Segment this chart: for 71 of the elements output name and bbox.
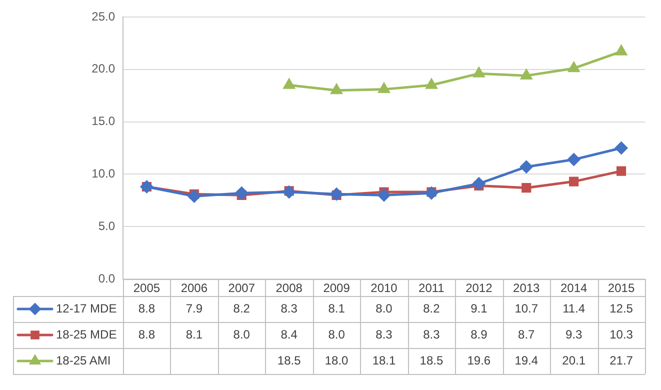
point xyxy=(282,186,296,198)
point xyxy=(330,84,342,94)
x-tick-label: 2011 xyxy=(418,280,445,295)
data-label: 8.2 xyxy=(423,301,440,316)
point xyxy=(235,186,248,200)
legend-label: 18-25 AMI xyxy=(56,353,111,368)
point xyxy=(520,69,532,80)
x-tick-label: 2005 xyxy=(133,280,160,295)
data-label: 18.1 xyxy=(372,353,396,368)
x-tick-label: 2013 xyxy=(513,280,540,295)
data-label: 8.7 xyxy=(518,327,536,342)
data-label: 8.0 xyxy=(376,301,393,316)
data-label: 8.8 xyxy=(138,327,156,342)
point xyxy=(568,62,580,72)
point xyxy=(522,183,532,193)
point xyxy=(378,83,390,94)
point xyxy=(426,78,438,89)
data-label: 8.1 xyxy=(328,301,346,316)
data-label: 21.7 xyxy=(610,353,634,368)
x-tick-label: 2012 xyxy=(466,280,493,295)
data-label: 9.3 xyxy=(565,327,582,342)
data-label: 20.1 xyxy=(562,353,586,368)
data-label: 9.1 xyxy=(470,301,488,316)
data-label: 10.7 xyxy=(514,301,538,316)
data-label: 8.3 xyxy=(423,327,440,342)
x-tick-label: 2008 xyxy=(276,280,303,295)
data-label: 19.4 xyxy=(514,353,538,368)
point xyxy=(616,166,626,176)
data-label: 8.3 xyxy=(376,327,393,342)
x-tick-label: 2009 xyxy=(323,280,350,295)
legend-label: 12-17 MDE xyxy=(56,301,117,316)
legend-label: 18-25 MDE xyxy=(56,327,117,342)
data-label: 8.3 xyxy=(280,301,298,316)
x-tick-label: 2007 xyxy=(228,280,256,295)
data-label: 10.3 xyxy=(610,327,634,342)
data-label: 8.2 xyxy=(233,301,250,316)
point xyxy=(330,188,343,200)
data-label: 8.1 xyxy=(186,327,203,342)
point xyxy=(472,177,486,190)
point xyxy=(188,190,200,202)
y-tick-label: 10.0 xyxy=(92,166,116,181)
y-tick-label: 20.0 xyxy=(92,62,116,76)
data-label: 8.0 xyxy=(233,327,250,342)
point xyxy=(425,186,438,200)
x-tick-label: 2006 xyxy=(180,280,208,295)
point xyxy=(284,78,295,89)
y-tick-label: 5.0 xyxy=(98,218,116,233)
point xyxy=(378,188,390,202)
data-label: 18.0 xyxy=(324,353,349,368)
data-label: 8.8 xyxy=(138,301,156,316)
y-tick-label: 25.0 xyxy=(92,9,116,24)
point xyxy=(520,160,533,174)
data-label: 19.6 xyxy=(467,353,491,368)
x-tick-label: 2010 xyxy=(370,280,398,295)
data-label: 11.4 xyxy=(562,301,586,316)
data-label: 18.5 xyxy=(277,353,302,368)
x-tick-label: 2015 xyxy=(608,280,635,295)
point xyxy=(569,176,579,186)
data-label: 8.0 xyxy=(328,327,346,342)
y-tick-label: 0.0 xyxy=(98,271,116,286)
data-label: 12.5 xyxy=(610,301,634,316)
data-label: 8.4 xyxy=(280,327,298,342)
data-label: 7.9 xyxy=(186,301,203,316)
x-tick-label: 2014 xyxy=(560,280,588,295)
y-tick-label: 15.0 xyxy=(92,114,116,128)
data-label: 18.5 xyxy=(420,353,444,368)
point xyxy=(616,45,627,56)
data-label: 8.9 xyxy=(470,327,488,342)
point xyxy=(568,153,580,166)
point xyxy=(473,67,484,78)
point xyxy=(615,142,628,154)
